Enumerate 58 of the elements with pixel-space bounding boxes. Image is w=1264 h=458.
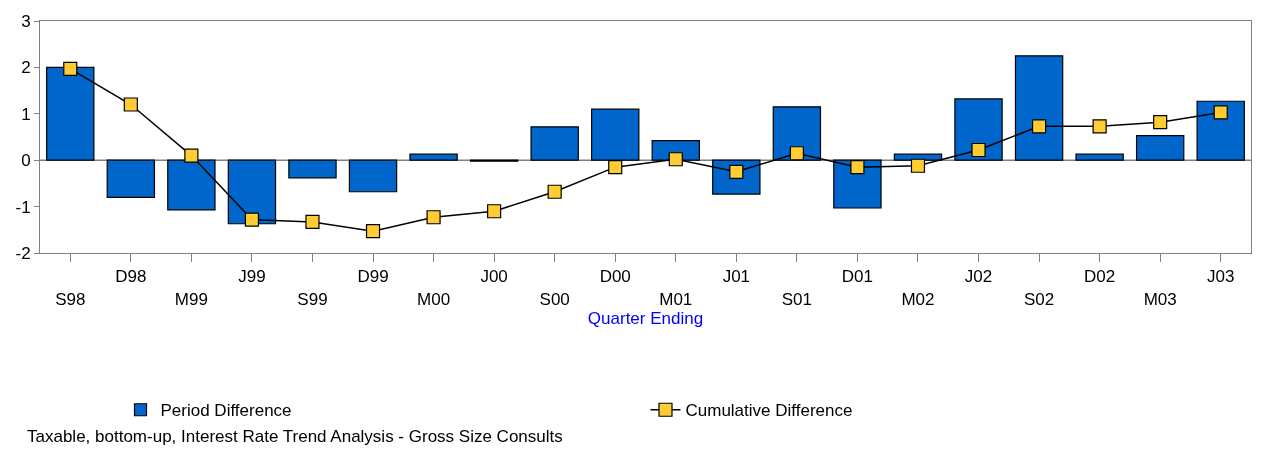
point [789,146,804,161]
legend-label: Cumulative Difference [685,401,853,421]
x-tick-label: M00 [417,289,451,309]
y-tick-label: 2 [21,58,31,78]
x-tick-label: J03 [1207,267,1235,287]
x-tick-label: M02 [901,289,935,309]
x-tick-label: M01 [659,289,693,309]
x-tick-label: M99 [174,289,208,309]
x-tick-label: D99 [357,267,389,287]
x-tick-label: D02 [1084,267,1116,287]
point [850,160,865,175]
x-tick-label: J00 [480,267,508,287]
y-tick-label: 3 [21,11,31,31]
point [547,184,562,199]
bar [1075,153,1124,161]
text: Taxable, bottom-up, Interest Rate Trend Analysis - Gross Size Consults [27,427,563,446]
point [184,148,199,163]
x-tick-label: D98 [115,267,147,287]
x-tick-label: S02 [1023,289,1055,309]
point [1213,105,1228,120]
y-tick-label: -1 [15,197,31,217]
point [971,142,986,158]
point [244,212,260,227]
y-tick-label: 0 [21,151,31,171]
bar [106,159,156,198]
x-tick-label: M03 [1143,289,1177,309]
x-tick-label: D00 [599,267,631,287]
point [63,61,78,76]
point [668,152,683,167]
x-tick-label: J02 [964,267,993,287]
point [1153,115,1168,130]
point [365,224,381,239]
x-tick-label: D01 [841,267,874,287]
y-tick-label: 1 [21,104,31,124]
bar [288,159,337,179]
point [608,160,623,175]
bar [348,159,398,193]
x-axis-title: Quarter Ending [587,308,704,328]
x-tick-label: S99 [297,289,328,309]
x-tick-label: S98 [55,289,86,309]
point [910,158,926,173]
x-tick-label: J99 [238,267,266,287]
bar [409,153,458,161]
point [1092,119,1107,134]
bar [530,126,579,161]
point [426,210,441,225]
bar [1135,135,1185,161]
x-tick-label: S01 [781,289,812,309]
x-tick-label: J01 [722,267,751,287]
legend-label: Period Difference [160,401,292,421]
point [123,97,138,112]
x-tick-label: S00 [539,289,570,309]
bar [954,98,1003,161]
point [487,204,502,219]
point [1031,119,1047,134]
bar [227,159,277,225]
point [305,214,320,230]
y-tick-label: -2 [15,243,31,263]
